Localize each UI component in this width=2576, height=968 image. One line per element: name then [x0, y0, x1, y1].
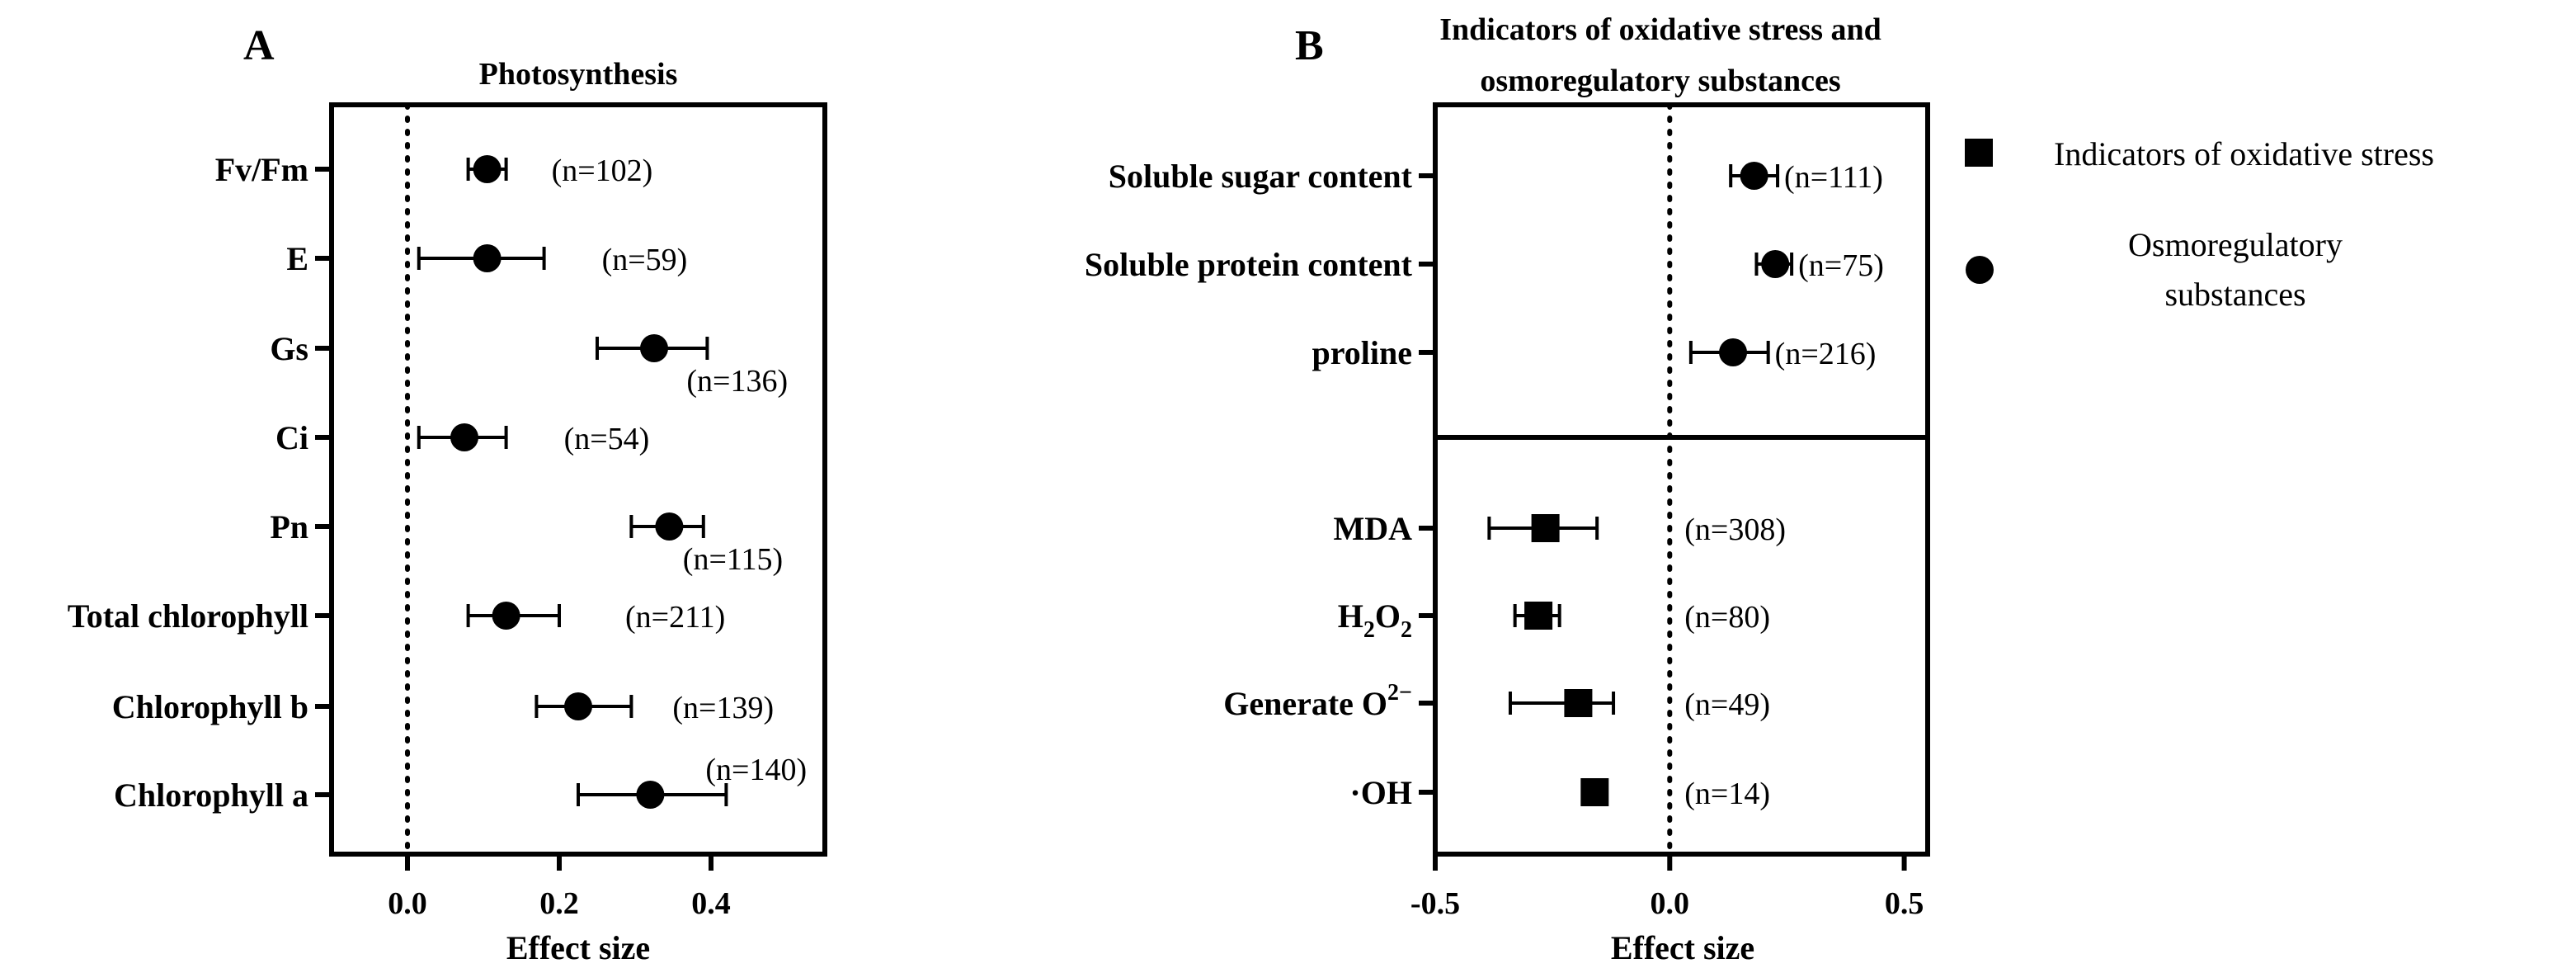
- forest-row: (n=54): [417, 422, 650, 456]
- mean-circle-marker: [564, 692, 592, 720]
- legend-label-osmoregulatory-line-1: Osmoregulatory: [2128, 226, 2343, 263]
- legend-circle-marker: [1966, 256, 1994, 284]
- forest-row: (n=115): [629, 512, 783, 577]
- sample-size-label: (n=111): [1784, 160, 1883, 195]
- x-tick-label: 0.0: [1651, 886, 1690, 921]
- mean-circle-marker: [473, 155, 502, 183]
- mean-square-marker: [1580, 778, 1609, 806]
- category-label: Chlorophyll a: [114, 777, 308, 814]
- category-label: ·OH: [1349, 774, 1412, 811]
- panel-a-x-ticks: 0.0 0.2 0.4: [388, 854, 731, 921]
- category-label: Soluble sugar content: [1109, 158, 1413, 195]
- panel-b-title-line-2: osmoregulatory substances: [1480, 64, 1840, 98]
- sample-size-label: (n=308): [1684, 512, 1786, 547]
- panel-b-x-ticks: -0.5 0.0 0.5: [1410, 854, 1924, 921]
- x-tick-label: 0.0: [388, 886, 427, 921]
- forest-row: (n=308): [1487, 512, 1786, 547]
- panel-a-rows: (n=102) (n=59) (n=136) (n=54) (n=115) (n=211)…: [417, 153, 807, 809]
- sample-size-label: (n=59): [602, 243, 688, 277]
- category-label: Soluble protein content: [1085, 246, 1413, 283]
- legend-square-marker: [1965, 139, 1993, 167]
- panel-b-letter: B: [1295, 22, 1324, 69]
- panel-b-plot-frame: [1433, 102, 1930, 857]
- sample-size-label: (n=49): [1684, 687, 1770, 722]
- sample-size-label: (n=140): [705, 753, 807, 787]
- panel-b: B Indicators of oxidative stress and osm…: [1085, 12, 2434, 966]
- forest-row: (n=216): [1688, 337, 1877, 371]
- panel-b-rows: (n=111) (n=75) (n=216) (n=308) (n=80) (n=49) (…: [1487, 160, 1884, 811]
- mean-circle-marker: [473, 244, 502, 272]
- panel-a-x-axis-label: Effect size: [506, 929, 650, 966]
- sample-size-label: (n=14): [1684, 777, 1770, 811]
- panel-b-x-axis-label: Effect size: [1611, 929, 1754, 966]
- category-label: Gs: [270, 330, 308, 367]
- forest-row: (n=136): [596, 334, 788, 399]
- forest-row: (n=49): [1508, 687, 1770, 722]
- panel-a-y-ticks: Fv/Fm E Gs Ci Pn Total chlorophyll Chlorophyll…: [68, 151, 332, 814]
- forest-row: (n=14): [1580, 777, 1770, 811]
- forest-row: (n=111): [1729, 160, 1883, 195]
- x-tick-label: 0.5: [1885, 886, 1924, 921]
- mean-circle-marker: [492, 602, 520, 630]
- sample-size-label: (n=216): [1775, 337, 1877, 371]
- category-label: H2O2: [1338, 597, 1412, 643]
- mean-square-marker: [1531, 514, 1560, 542]
- x-tick-label: 0.4: [691, 886, 731, 921]
- forest-row: (n=102): [466, 153, 653, 188]
- mean-circle-marker: [655, 512, 684, 541]
- x-tick-label: 0.2: [539, 886, 579, 921]
- panel-a-letter: A: [243, 22, 275, 69]
- category-label: MDA: [1333, 510, 1412, 547]
- mean-circle-marker: [450, 423, 478, 451]
- panel-b-legend: Indicators of oxidative stress Osmoregul…: [1965, 135, 2434, 313]
- panel-a: A Photosynthesis 0.0 0.2 0.4 Fv/Fm E Gs Ci Pn T…: [68, 22, 827, 966]
- mean-circle-marker: [1719, 338, 1748, 366]
- category-label: Generate O2−: [1223, 680, 1412, 722]
- sample-size-label: (n=139): [672, 691, 774, 725]
- sample-size-label: (n=136): [686, 364, 788, 399]
- panel-b-title-line-1: Indicators of oxidative stress and: [1439, 12, 1881, 47]
- category-label: E: [286, 240, 308, 277]
- forest-row: (n=211): [466, 600, 725, 635]
- mean-circle-marker: [1740, 162, 1768, 190]
- mean-circle-marker: [640, 334, 668, 362]
- sample-size-label: (n=80): [1684, 600, 1770, 635]
- sample-size-label: (n=211): [625, 600, 725, 635]
- panel-a-plot-frame: [329, 102, 827, 857]
- mean-square-marker: [1564, 689, 1593, 717]
- mean-circle-marker: [1761, 250, 1790, 278]
- sample-size-label: (n=54): [564, 422, 650, 456]
- category-label: Pn: [270, 508, 308, 545]
- forest-row: (n=59): [417, 243, 688, 277]
- panel-b-y-ticks: Soluble sugar content Soluble protein con…: [1085, 158, 1435, 811]
- category-label: Fv/Fm: [215, 151, 308, 188]
- forest-row: (n=139): [535, 691, 774, 725]
- x-tick-label: -0.5: [1410, 886, 1460, 921]
- category-label: Ci: [275, 419, 308, 456]
- forest-row: (n=75): [1754, 248, 1884, 283]
- panel-a-title: Photosynthesis: [479, 57, 678, 92]
- sample-size-label: (n=115): [683, 542, 783, 577]
- legend-label-oxidative-stress: Indicators of oxidative stress: [2054, 135, 2434, 172]
- forest-row: (n=140): [577, 753, 807, 809]
- mean-square-marker: [1524, 602, 1553, 630]
- mean-circle-marker: [636, 781, 665, 809]
- category-label: Total chlorophyll: [68, 597, 308, 635]
- category-label: proline: [1312, 334, 1412, 371]
- category-label: Chlorophyll b: [112, 688, 308, 725]
- sample-size-label: (n=102): [552, 153, 653, 188]
- sample-size-label: (n=75): [1798, 248, 1884, 283]
- forest-row: (n=80): [1513, 600, 1770, 635]
- legend-label-osmoregulatory-line-2: substances: [2164, 276, 2305, 313]
